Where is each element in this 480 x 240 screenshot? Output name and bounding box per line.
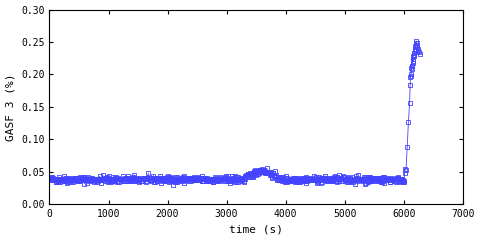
Y-axis label: GASF 3 (%): GASF 3 (%): [6, 73, 15, 141]
X-axis label: time (s): time (s): [229, 224, 283, 234]
